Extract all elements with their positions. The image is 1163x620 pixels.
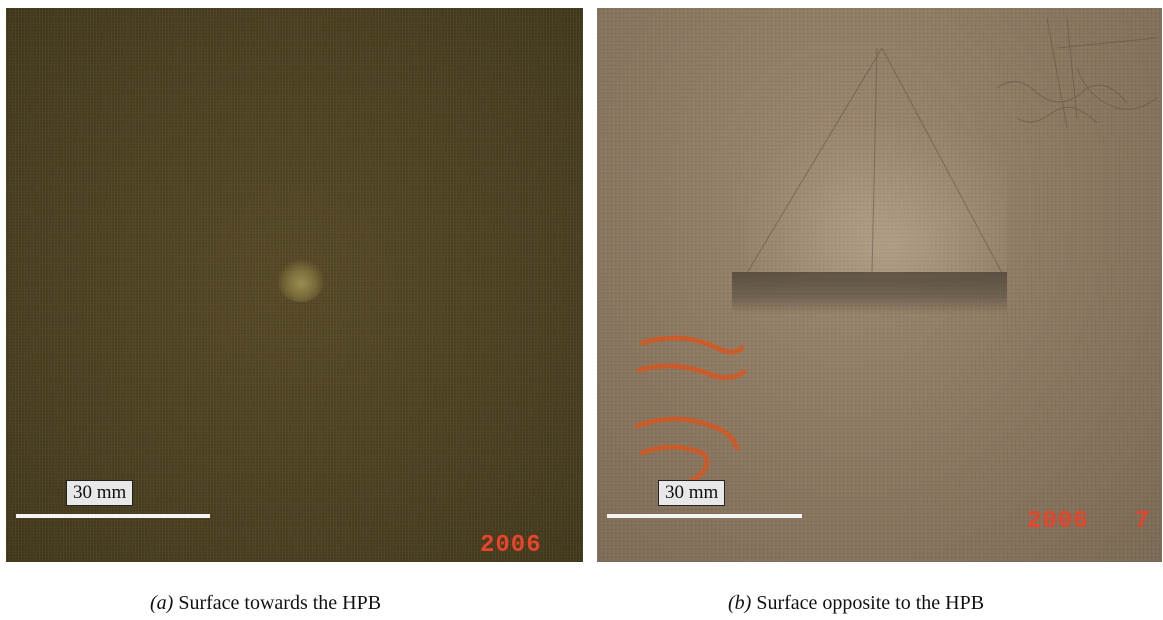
scale-label: 30 mm	[66, 480, 134, 506]
date-stamp: 2006 7	[1027, 508, 1151, 535]
scale-bar	[607, 514, 802, 518]
orange-marker-scribble	[634, 335, 747, 491]
photo-panel-a: 30 mm 2006 7	[6, 8, 583, 562]
caption-b: (b) Surface opposite to the HPB	[728, 592, 984, 615]
caption-tag: (b)	[728, 592, 752, 614]
photo-panel-b: 30 mm 2006 7	[597, 8, 1162, 562]
light-area	[747, 128, 1007, 278]
scale-bar	[16, 514, 210, 518]
caption-text: Surface towards the HPB	[178, 592, 382, 614]
impact-spot	[278, 260, 324, 302]
caption-a: (a) Surface towards the HPB	[150, 592, 381, 615]
caption-text: Surface opposite to the HPB	[756, 592, 985, 614]
scale-label: 30 mm	[658, 480, 726, 506]
dark-band-mark	[732, 272, 1007, 314]
date-stamp: 2006 7	[480, 532, 542, 559]
pencil-sketch-marks	[746, 17, 1158, 274]
caption-tag: (a)	[150, 592, 174, 614]
